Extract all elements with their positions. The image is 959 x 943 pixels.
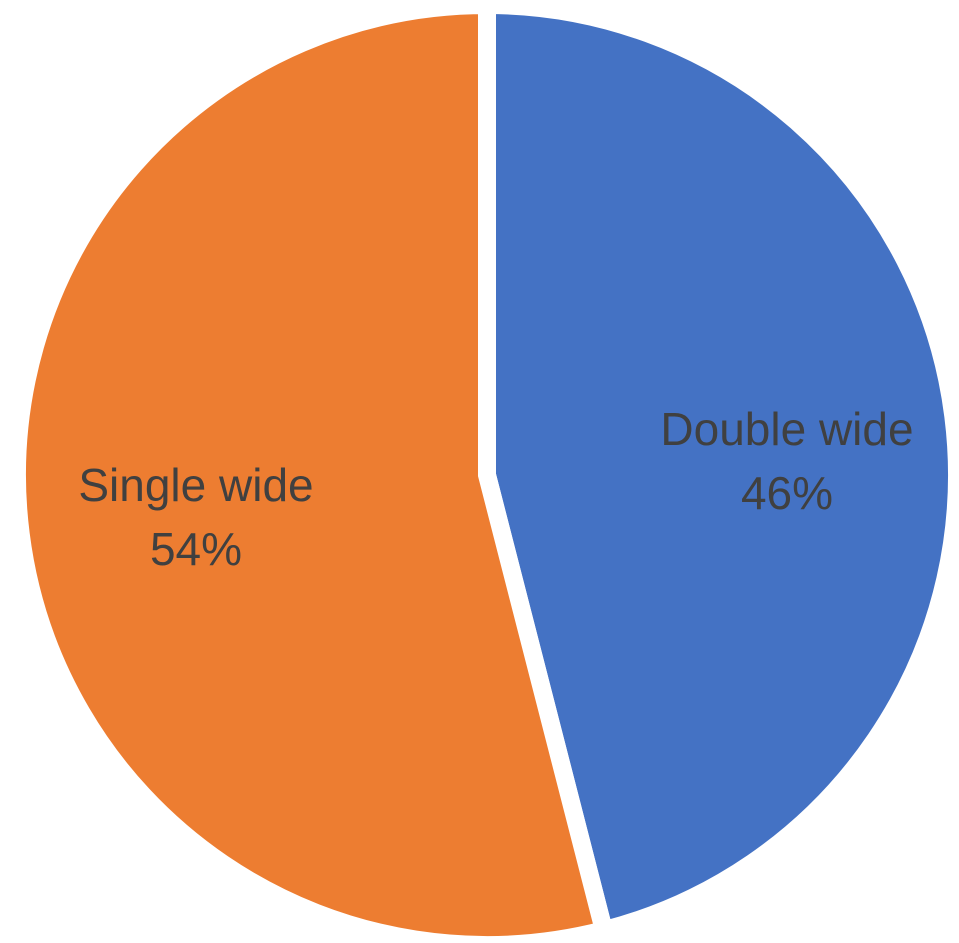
slice-label-percent: 54% — [150, 523, 242, 575]
labels-layer: Double wide 46% Single wide 54% — [78, 403, 913, 575]
slice-label-category: Double wide — [660, 403, 913, 455]
pie-slice-double-wide — [478, 0, 959, 942]
slice-label-category: Single wide — [78, 459, 313, 511]
slices-layer — [8, 0, 959, 943]
slice-label-percent: 46% — [741, 467, 833, 519]
pie-slice-single-wide — [8, 0, 615, 943]
